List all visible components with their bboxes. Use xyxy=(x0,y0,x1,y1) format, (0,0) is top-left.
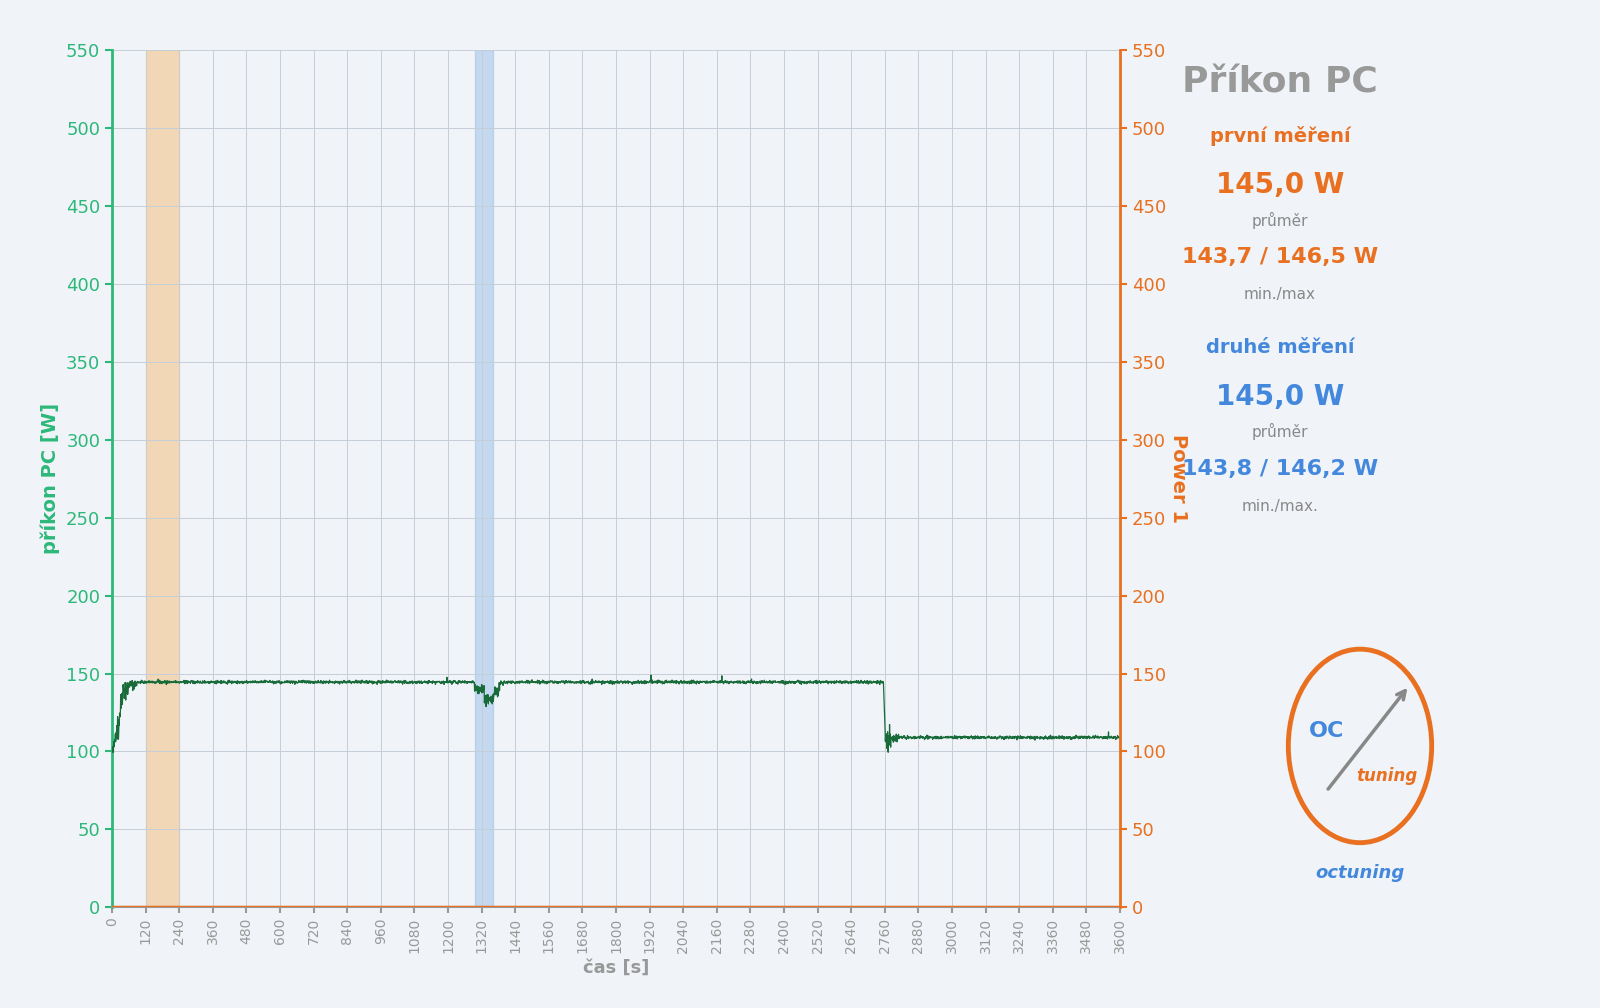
Text: OC: OC xyxy=(1309,721,1344,741)
Text: druhé měření: druhé měření xyxy=(1206,338,1354,357)
Text: Příkon PC: Příkon PC xyxy=(1182,66,1378,100)
Y-axis label: příkon PC [W]: příkon PC [W] xyxy=(42,403,61,554)
Text: průměr: průměr xyxy=(1251,212,1309,229)
Text: první měření: první měření xyxy=(1210,126,1350,146)
Text: min./max.: min./max. xyxy=(1242,499,1318,514)
Text: 145,0 W: 145,0 W xyxy=(1216,383,1344,411)
Text: tuning: tuning xyxy=(1357,767,1418,785)
Text: 143,7 / 146,5 W: 143,7 / 146,5 W xyxy=(1182,247,1378,267)
Text: 145,0 W: 145,0 W xyxy=(1216,171,1344,200)
Text: octuning: octuning xyxy=(1315,864,1405,882)
X-axis label: čas [s]: čas [s] xyxy=(582,959,650,977)
Text: min./max: min./max xyxy=(1245,287,1315,302)
Text: průměr: průměr xyxy=(1251,423,1309,440)
Y-axis label: Power 1: Power 1 xyxy=(1170,434,1189,523)
Text: 143,8 / 146,2 W: 143,8 / 146,2 W xyxy=(1182,459,1378,479)
Bar xyxy=(475,50,493,907)
Bar xyxy=(146,50,179,907)
